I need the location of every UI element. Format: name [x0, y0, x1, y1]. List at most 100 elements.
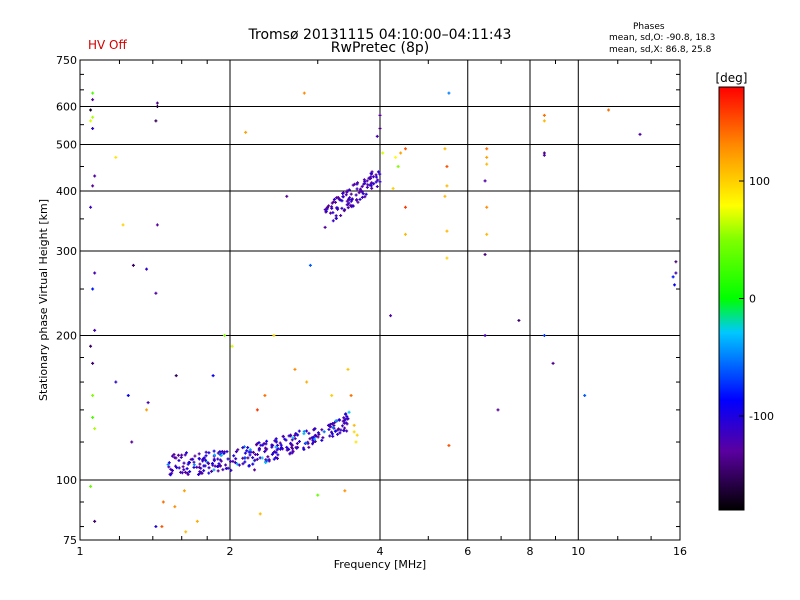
scatter-point — [389, 314, 393, 318]
scatter-point — [403, 205, 407, 209]
scatter-point — [211, 374, 215, 378]
e-trace-point — [176, 453, 180, 457]
scatter-point — [394, 155, 398, 159]
scatter-point — [93, 328, 97, 332]
scatter-point — [89, 205, 93, 209]
f-trace-point — [331, 211, 335, 215]
e-trace-point — [220, 453, 224, 457]
e-trace-point — [297, 429, 301, 433]
scatter-point — [396, 164, 400, 168]
e-trace-point — [275, 443, 279, 447]
scatter-point — [399, 151, 403, 155]
e-trace-point — [302, 448, 306, 452]
e-trace-point — [233, 461, 237, 465]
e-trace-point — [192, 463, 196, 467]
e-trace-point — [285, 445, 289, 449]
scatter-point — [195, 519, 199, 523]
f-trace-point — [368, 177, 372, 181]
f-trace-point — [378, 172, 382, 176]
e-trace-point — [174, 456, 178, 460]
y-tick-label: 75 — [63, 534, 77, 547]
f-trace-point — [375, 185, 379, 189]
e-trace-point — [212, 468, 216, 472]
e-trace-point — [341, 419, 345, 423]
scatter-point — [91, 415, 95, 419]
e-trace-point — [337, 418, 341, 422]
e-trace-point — [241, 456, 245, 460]
e-trace-point — [342, 429, 346, 433]
f-trace-point — [341, 191, 345, 195]
e-trace-point — [213, 464, 217, 468]
scatter-point — [542, 151, 546, 155]
f-trace-point — [363, 179, 367, 183]
y-axis-label: Stationary phase Virtual Height [km] — [37, 199, 50, 401]
scatter-point — [445, 256, 449, 260]
e-trace-point — [283, 437, 287, 441]
scatter-point — [485, 232, 489, 236]
e-trace-point — [345, 414, 349, 418]
scatter-point — [542, 334, 546, 338]
f-trace-point — [376, 170, 380, 174]
e-trace-point — [243, 460, 247, 464]
scatter-point — [443, 194, 447, 198]
e-trace-point — [291, 450, 295, 454]
e-trace-point — [235, 462, 239, 466]
f-trace-point — [374, 175, 378, 179]
e-trace-point — [197, 452, 201, 456]
e-trace-point — [347, 410, 351, 414]
scatter-point — [89, 119, 93, 123]
f-trace-point — [336, 195, 340, 199]
scatter-point — [91, 361, 95, 365]
scatter-point — [155, 105, 159, 109]
f-trace-point — [378, 180, 382, 184]
scatter-point — [145, 408, 149, 412]
e-trace-point — [290, 438, 294, 442]
e-trace-point — [257, 441, 261, 445]
e-trace-point — [317, 432, 321, 436]
e-trace-point — [248, 453, 252, 457]
scatter-point — [447, 444, 451, 448]
e-trace-point — [236, 448, 240, 452]
e-trace-point — [289, 441, 293, 445]
scatter-point — [445, 164, 449, 168]
scatter-point — [154, 119, 158, 123]
scatter-point — [154, 525, 158, 529]
e-trace-point — [216, 457, 220, 461]
scatter-point — [174, 374, 178, 378]
f-trace-point — [365, 185, 369, 189]
e-trace-point — [241, 462, 245, 466]
f-trace-point — [346, 206, 350, 210]
e-trace-point — [222, 451, 226, 455]
scatter-point — [485, 147, 489, 151]
f-trace-point — [361, 192, 365, 196]
f-trace-point — [330, 206, 334, 210]
scatter-point — [517, 318, 521, 322]
e-trace-point — [247, 464, 251, 468]
e-trace-point — [248, 448, 252, 452]
e-trace-point — [337, 427, 341, 431]
scatter-point — [485, 205, 489, 209]
scatter-point — [91, 91, 95, 95]
e-trace-point — [198, 462, 202, 466]
scatter-point — [263, 394, 267, 398]
e-trace-point — [311, 442, 315, 446]
e-trace-point — [263, 450, 267, 454]
y-tick-label: 100 — [56, 474, 77, 487]
e-trace-point — [170, 454, 174, 458]
e-trace-point — [336, 432, 340, 436]
f-trace-point — [362, 182, 366, 186]
scatter-point — [155, 101, 159, 105]
scatter-point — [130, 440, 134, 444]
scatter-point — [671, 275, 675, 279]
e-trace-point — [189, 457, 193, 461]
y-tick-label: 400 — [56, 185, 77, 198]
e-trace-point — [210, 462, 214, 465]
e-trace-point — [274, 445, 278, 449]
hv-status: HV Off — [88, 38, 127, 52]
scatter-point — [352, 423, 356, 427]
x-tick-label: 4 — [377, 545, 384, 558]
e-trace-point — [167, 461, 171, 465]
f-trace-point — [353, 182, 357, 186]
scatter-point — [483, 253, 487, 257]
scatter-point — [93, 174, 97, 178]
